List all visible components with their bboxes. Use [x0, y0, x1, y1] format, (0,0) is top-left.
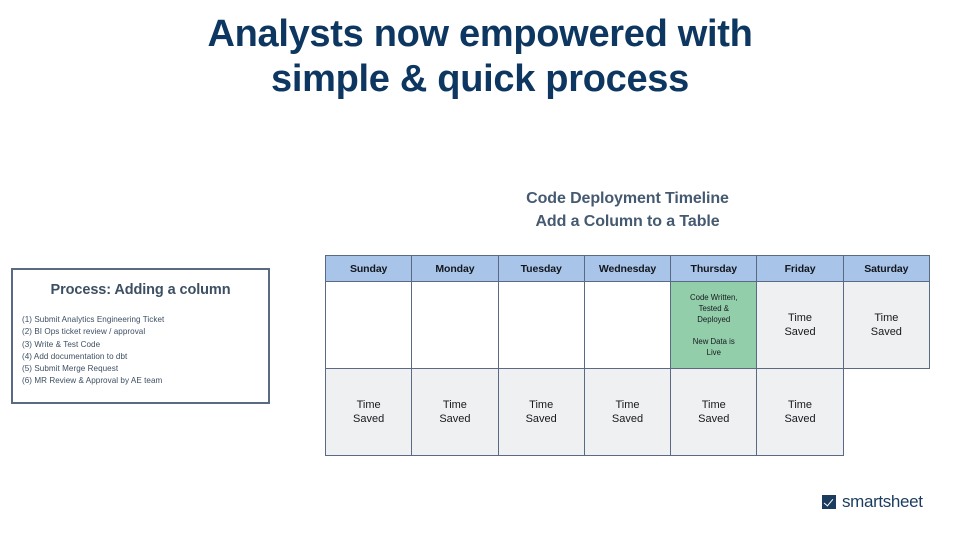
table-row: Time Saved Time Saved Time Saved Time Sa… [324, 368, 930, 456]
time-saved-line-1: Time [615, 398, 640, 411]
time-saved-line-2: Saved [611, 413, 644, 425]
column-header-saturday: Saturday [842, 255, 931, 282]
column-header-thursday: Thursday [670, 255, 758, 282]
column-header-friday: Friday [756, 255, 844, 282]
time-saved-line-2: Saved [698, 413, 730, 425]
process-step-3: (3) Write & Test Code [22, 339, 101, 349]
time-saved-line-1: Time [356, 398, 381, 411]
process-step-4: (4) Add documentation to dbt [22, 351, 128, 361]
cell-week1-saturday-time-saved: Time Saved [842, 281, 931, 369]
smartsheet-logo: smartsheet [822, 492, 923, 512]
process-step-5: (5) Submit Merge Request [22, 364, 119, 374]
deployment-line-2: Tested & [698, 304, 729, 314]
time-saved-line-1: Time [788, 311, 813, 324]
process-step-2: (2) BI Ops ticket review / approval [22, 327, 146, 337]
cell-week1-tuesday [497, 281, 585, 369]
cell-week1-sunday [324, 281, 413, 369]
time-saved-line-1: Time [701, 398, 726, 411]
column-header-wednesday: Wednesday [583, 255, 672, 282]
time-saved-line-1: Time [874, 311, 899, 324]
column-header-sunday: Sunday [324, 255, 413, 282]
time-saved-line-2: Saved [784, 326, 816, 338]
table-header-row: Sunday Monday Tuesday Wednesday Thursday… [324, 255, 931, 282]
table-row: Code Written, Tested & Deployed New Data… [324, 281, 931, 369]
page-title: Analysts now empowered with simple & qui… [0, 12, 960, 102]
time-saved-line-2: Saved [353, 413, 385, 425]
time-saved-line-2: Saved [525, 413, 557, 425]
process-box: Process: Adding a column (1) Submit Anal… [11, 268, 270, 404]
time-saved-line-2: Saved [439, 413, 471, 425]
cell-week2-wednesday-time-saved: Time Saved [583, 368, 672, 456]
timeline-heading: Code Deployment Timeline Add a Column to… [325, 188, 930, 233]
time-saved-line-2: Saved [784, 413, 816, 425]
checkbox-checked-icon [822, 495, 836, 509]
cell-week1-friday-time-saved: Time Saved [756, 281, 844, 369]
time-saved-line-1: Time [442, 398, 467, 411]
time-saved-line-2: Saved [870, 326, 902, 338]
column-header-tuesday: Tuesday [497, 255, 585, 282]
cell-week1-wednesday [583, 281, 672, 369]
cell-week1-monday [411, 281, 499, 369]
cell-week2-thursday-time-saved: Time Saved [670, 368, 758, 456]
deployment-spacer [671, 326, 756, 336]
column-header-monday: Monday [411, 255, 499, 282]
new-data-line-2: Live [706, 347, 721, 357]
process-step-list: (1) Submit Analytics Engineering Ticket … [22, 314, 268, 388]
deployment-line-3: Deployed [697, 315, 731, 325]
cell-week2-saturday-empty [843, 368, 930, 456]
cell-week2-sunday-time-saved: Time Saved [324, 368, 413, 456]
process-step-1: (1) Submit Analytics Engineering Ticket [22, 315, 165, 324]
cell-week2-friday-time-saved: Time Saved [756, 368, 844, 456]
timeline-heading-line-1: Code Deployment Timeline [526, 190, 729, 207]
cell-week1-thursday-deployment: Code Written, Tested & Deployed New Data… [670, 281, 758, 369]
time-saved-line-1: Time [788, 398, 813, 411]
cell-week2-tuesday-time-saved: Time Saved [497, 368, 585, 456]
page-title-line-1: Analysts now empowered with [207, 13, 753, 55]
cell-week2-monday-time-saved: Time Saved [411, 368, 499, 456]
time-saved-line-1: Time [529, 398, 554, 411]
new-data-line-1: New Data is [692, 336, 735, 346]
process-step-6: (6) MR Review & Approval by AE team [22, 376, 163, 386]
deployment-line-1: Code Written, [690, 293, 738, 303]
process-box-title: Process: Adding a column [50, 282, 231, 298]
page-title-line-2: simple & quick process [271, 57, 689, 100]
timeline-heading-line-2: Add a Column to a Table [535, 212, 720, 230]
smartsheet-wordmark: smartsheet [842, 492, 923, 511]
code-deployment-timeline-table: Sunday Monday Tuesday Wednesday Thursday… [324, 255, 931, 456]
